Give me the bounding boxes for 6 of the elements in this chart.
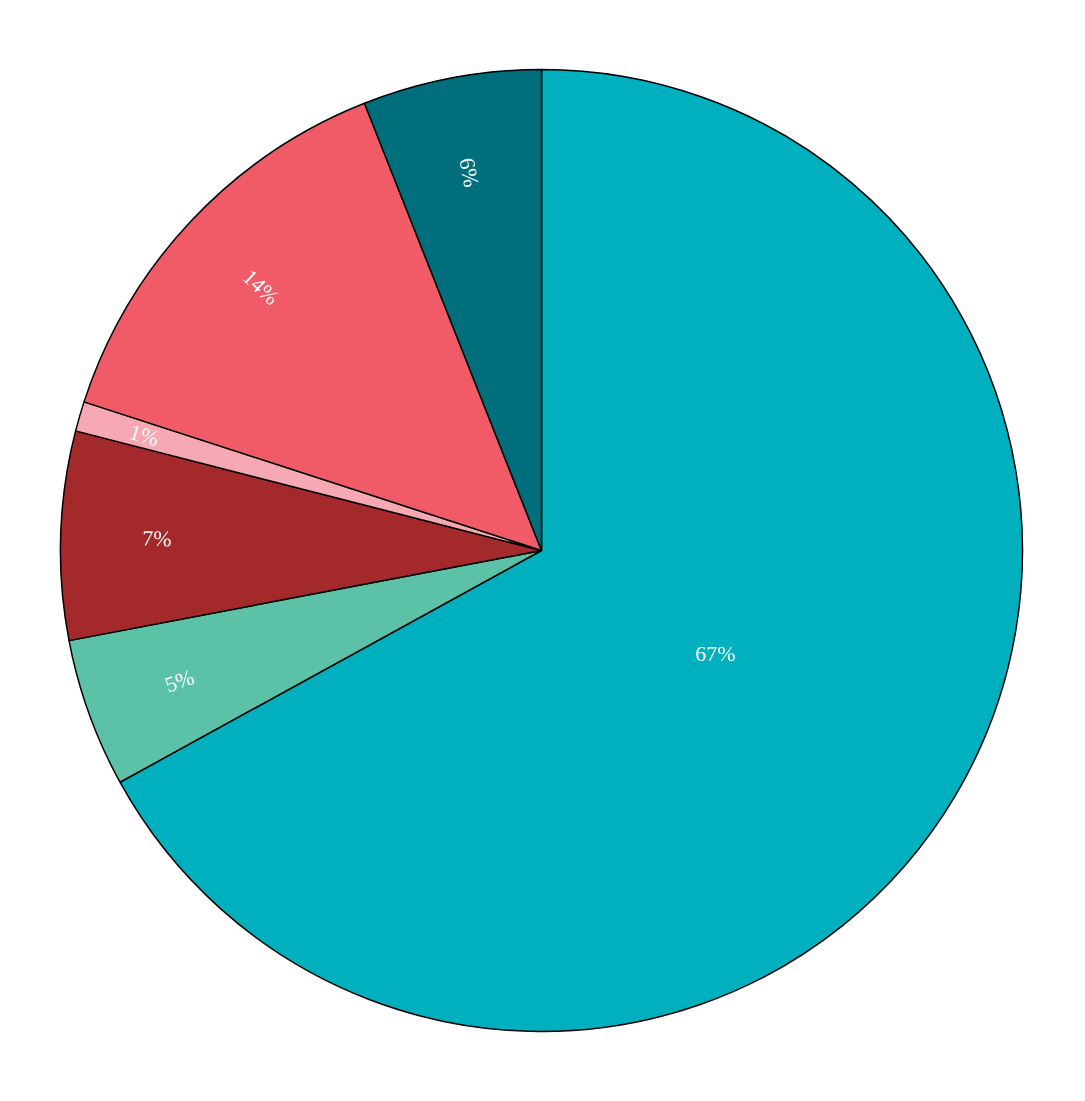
data-label: 6%: [454, 155, 485, 190]
data-label: 1%: [126, 419, 162, 452]
data-label: 5%: [161, 664, 198, 698]
data-label: 7%: [141, 525, 172, 552]
data-label: 67%: [695, 640, 736, 666]
data-label: 14%: [237, 264, 285, 310]
